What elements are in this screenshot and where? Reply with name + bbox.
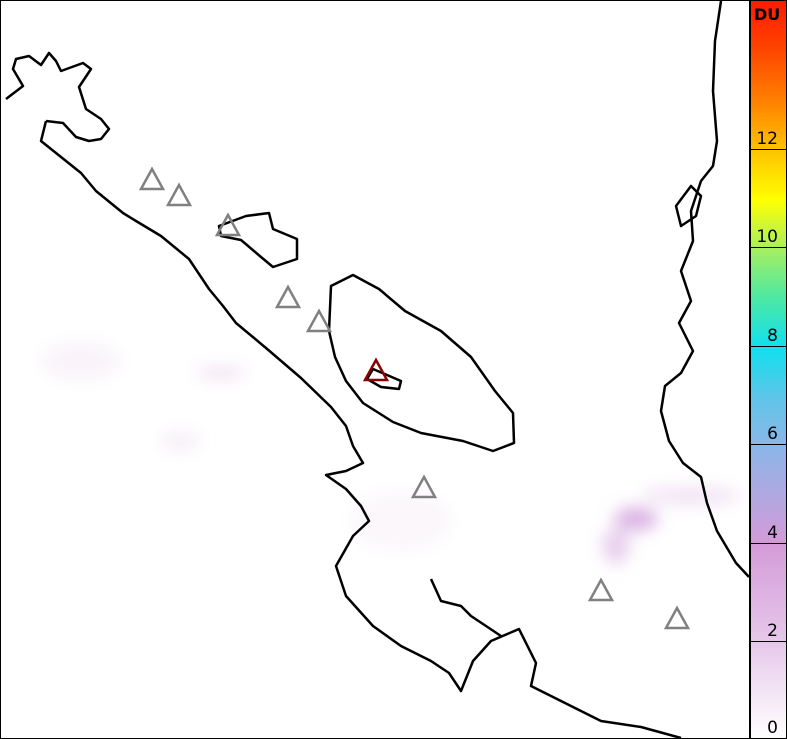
gulf-of-fonseca-coast (5, 51, 111, 143)
pacific-coastline (39, 120, 682, 739)
volcano-marker (663, 605, 691, 630)
volcano-marker (274, 284, 302, 309)
volcano-marker (165, 182, 193, 207)
so2-signal (41, 341, 741, 564)
map-svg (5, 0, 750, 739)
lake-managua (217, 211, 299, 269)
volcano-marker (305, 308, 333, 333)
colorbar-unit: DU (754, 5, 781, 24)
colorbar: 0 2 4 6 8 10 12 (750, 0, 787, 739)
caribbean-lagoon (674, 184, 703, 228)
lake-nicaragua (327, 273, 516, 453)
colorbar-tick-label: 4 (767, 522, 778, 543)
volcano-marker (587, 577, 615, 602)
colorbar-tick (751, 345, 787, 347)
colorbar-tick-label: 8 (767, 325, 778, 346)
colorbar-tick-label: 0 (767, 718, 778, 738)
gulf-of-nicoya (429, 578, 502, 638)
volcano-markers (138, 166, 691, 630)
highlighted-volcano-marker (362, 357, 390, 382)
colorbar-tick (751, 542, 787, 544)
ometepe-island (365, 367, 403, 391)
caribbean-coastline (659, 0, 750, 578)
colorbar-tick (751, 247, 787, 249)
colorbar-tick (751, 641, 787, 643)
volcano-marker (138, 166, 166, 191)
colorbar-tick (751, 444, 787, 446)
colorbar-tick-label: 6 (767, 424, 778, 445)
map-panel (0, 0, 750, 739)
colorbar-tick-label: 2 (767, 621, 778, 642)
colorbar-tick-label: 10 (756, 227, 778, 248)
volcano-marker (214, 212, 242, 237)
volcano-marker (410, 474, 438, 499)
colorbar-tick-label: 12 (756, 128, 778, 149)
colorbar-tick (751, 148, 787, 150)
coastlines (5, 0, 750, 739)
